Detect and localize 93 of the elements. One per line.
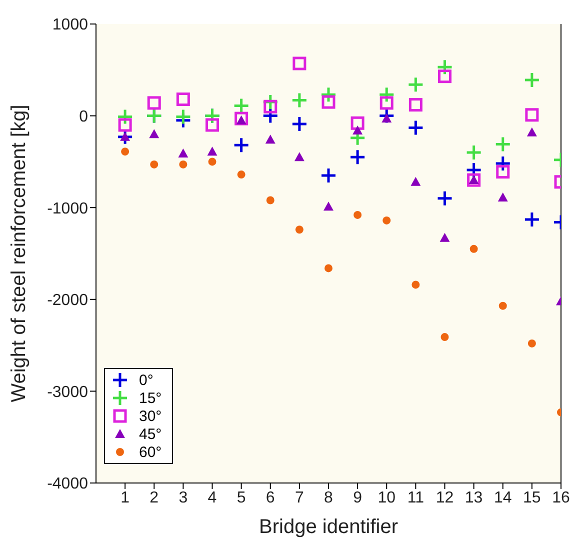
point [412,280,420,289]
point [436,190,453,207]
y-axis-title: Weight of steel reinforcement [kg] [8,104,30,402]
point [526,127,537,136]
point [322,95,336,109]
point [524,211,540,228]
point [266,196,274,204]
point [352,125,363,134]
point [265,134,276,144]
point [466,144,482,161]
point [118,118,132,132]
x-tick-label: 13 [464,489,483,506]
x-tick-label: 3 [178,489,188,506]
x-tick-label: 5 [236,489,246,506]
point [121,148,130,156]
y-tick-label: -4000 [47,476,88,493]
point [206,118,219,132]
point [407,76,424,93]
legend-label: 0° [139,372,154,388]
x-tick-label: 11 [407,489,424,506]
x-tick-label: 4 [208,489,217,506]
legend-label: 15° [139,390,162,406]
point [378,86,395,103]
point [178,148,188,158]
x-tick-label: 10 [378,489,396,506]
point [176,92,190,106]
point [295,226,304,234]
x-tick-label: 6 [266,489,275,506]
point [291,116,308,132]
point [324,202,334,211]
point [291,92,308,108]
point [294,152,304,162]
point [147,96,161,110]
point [237,170,246,179]
point [320,167,337,184]
point [382,114,392,123]
x-tick-label: 1 [120,489,130,506]
point [150,160,158,168]
point [149,129,160,138]
point [234,112,248,126]
point [324,264,332,272]
y-tick-label: -2000 [47,292,88,310]
point [407,119,424,136]
point [380,96,394,110]
point [524,72,540,88]
point [466,162,482,178]
point [233,136,250,154]
point [408,98,422,112]
y-tick-label: -3000 [47,384,88,401]
point [233,97,250,114]
x-axis-title: Bridge identifier [259,516,398,538]
point [264,100,278,114]
y-tick-label: 1000 [52,16,88,34]
x-tick-label: 15 [523,489,541,506]
point [440,232,450,242]
point [120,132,130,141]
point [498,302,507,310]
point [467,173,481,187]
point [528,339,536,348]
legend-label: 45° [139,426,162,442]
point [208,158,216,166]
point [174,108,192,125]
x-tick-label: 7 [294,489,304,506]
point [494,155,512,172]
point [292,56,306,70]
point [382,216,391,224]
point [410,176,421,186]
point [470,244,478,253]
legend-label: 60° [139,444,162,460]
y-tick-label: -1000 [47,200,88,218]
legend-label: 30° [139,408,162,424]
point [525,108,539,122]
point [494,136,512,153]
point [378,108,395,124]
point [207,146,218,156]
x-tick-label: 12 [436,489,454,506]
point [116,108,134,125]
point [496,165,510,179]
x-tick-label: 8 [324,489,334,506]
point [349,148,366,166]
point [320,86,337,103]
point [440,333,449,342]
x-tick-label: 16 [552,489,570,506]
y-tick-label: 0 [79,108,88,126]
point [350,116,364,130]
point [438,70,452,84]
point [179,160,188,168]
x-tick-label: 9 [353,489,362,506]
x-tick-label: 2 [150,489,159,506]
point [436,58,453,76]
x-tick-label: 14 [494,489,512,506]
point [498,192,508,202]
point [354,210,362,219]
